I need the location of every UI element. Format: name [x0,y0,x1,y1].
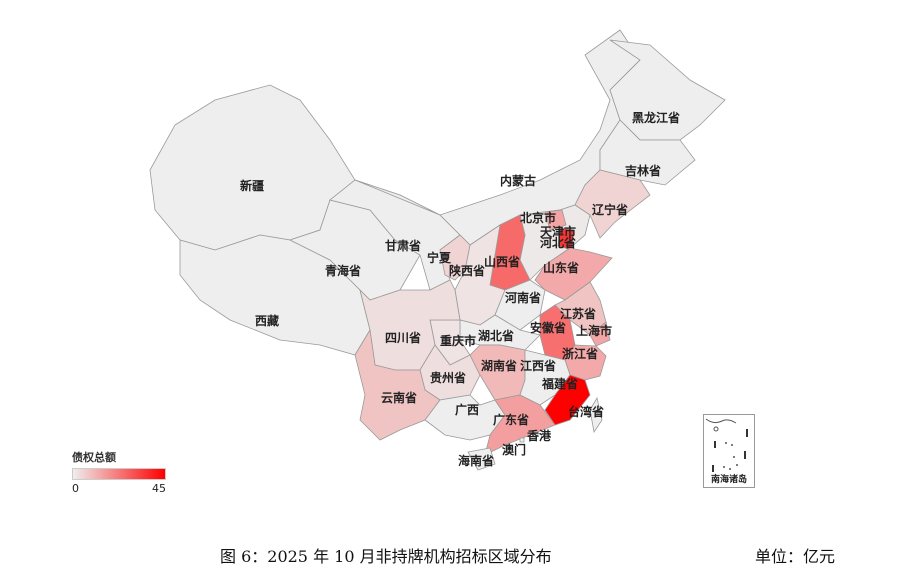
region-label: 香港 [526,428,552,443]
region-label: 澳门 [502,442,526,457]
region-label: 四川省 [385,330,421,345]
region-20 [459,314,541,351]
region-label: 新疆 [240,178,264,193]
figure-caption: 图 6：2025 年 10 月非持牌机构招标区域分布 [220,547,552,566]
region-label: 陕西省 [449,263,485,278]
region-6 [599,119,696,186]
region-33 [519,437,525,443]
legend-gradient-bar [72,468,166,480]
region-label: 青海省 [325,263,361,278]
region-18 [589,321,611,347]
region-label: 安徽省 [530,320,566,335]
legend-max: 45 [152,482,166,495]
region-label: 广西 [455,402,479,417]
region-label: 西藏 [255,313,279,328]
region-29 [484,394,556,456]
region-label: 云南省 [381,390,417,405]
region-label: 山东省 [543,260,579,275]
legend-title: 债权总额 [72,451,116,464]
south-china-sea-inset: 南海诸岛 [703,414,755,488]
legend-min: 0 [72,482,79,495]
region-label: 广东省 [493,412,529,427]
region-label: 上海市 [576,323,612,338]
region-label: 河南省 [504,290,541,305]
color-legend: 债权总额 0 45 [72,449,172,495]
islands-sketch [705,418,748,472]
region-label: 江苏省 [560,306,596,321]
region-label: 福建省 [541,376,578,391]
region-label: 江西省 [520,358,556,373]
region-label: 海南省 [458,453,494,468]
region-label: 浙江省 [562,346,598,361]
region-label: 北京市 [520,210,556,225]
region-label: 台湾省 [568,404,604,419]
region-label: 吉林省 [625,163,661,178]
region-label: 宁夏 [427,250,452,265]
region-label: 重庆市 [440,333,476,348]
region-32 [532,431,539,437]
region-9 [544,209,567,231]
region-label: 湖北省 [478,328,514,343]
region-label: 黑龙江省 [632,110,680,125]
region-31 [589,396,603,434]
region-27 [544,374,591,426]
region-label: 天津市 [540,224,576,239]
region-label: 山西省 [484,254,520,269]
region-13 [439,234,471,281]
region-label: 贵州省 [430,370,466,385]
inset-label: 南海诸岛 [710,475,747,485]
region-label: 辽宁省 [592,202,628,217]
unit-label: 单位：亿元 [755,547,836,566]
region-label: 河北省 [539,235,576,250]
region-label: 内蒙古 [500,173,536,188]
region-label: 湖南省 [481,358,517,373]
region-30 [467,447,496,471]
region-label: 甘肃省 [385,238,421,253]
